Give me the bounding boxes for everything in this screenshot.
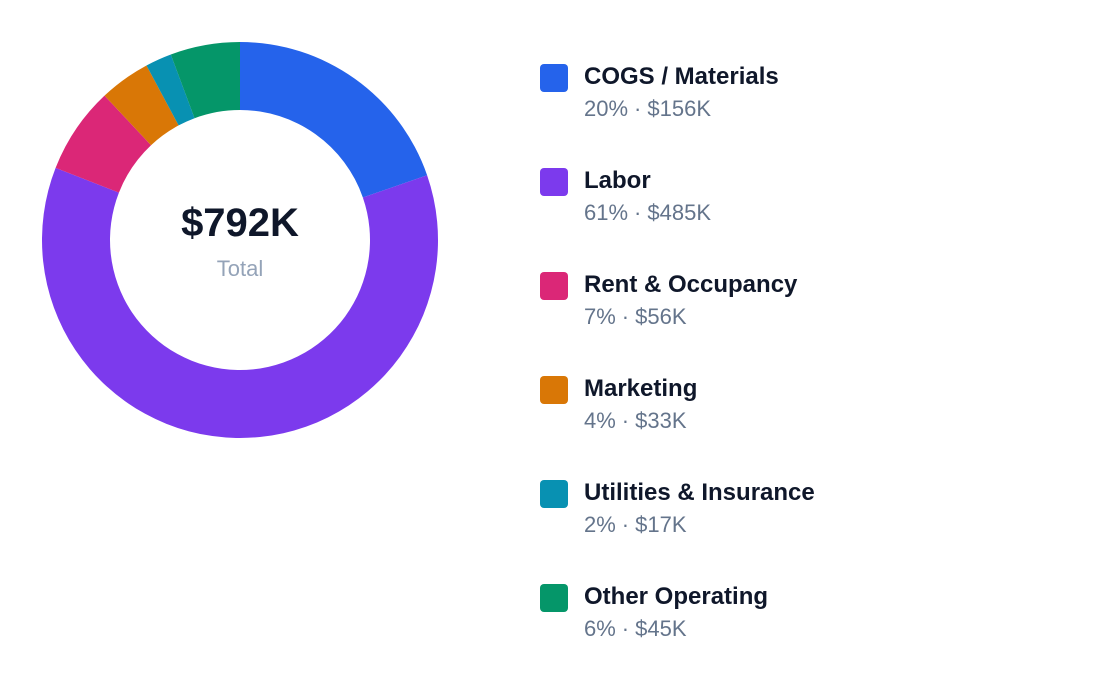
legend-label: Utilities & Insurance <box>584 479 815 506</box>
legend-swatch <box>540 584 568 612</box>
legend-detail: 20% · $156K <box>584 96 711 121</box>
legend-label: Labor <box>584 167 651 194</box>
separator: · <box>634 200 641 225</box>
separator: · <box>634 96 641 121</box>
donut-segment <box>240 42 428 198</box>
value-label: $56K <box>635 304 687 329</box>
legend-detail: 6% · $45K <box>584 616 687 641</box>
legend-swatch <box>540 272 568 300</box>
percent-label: 2% <box>584 512 616 537</box>
legend-swatch <box>540 168 568 196</box>
legend-swatch <box>540 480 568 508</box>
donut-segment <box>104 65 179 146</box>
percent-label: 7% <box>584 304 616 329</box>
donut-segment <box>170 42 240 119</box>
separator: · <box>622 304 629 329</box>
separator: · <box>622 408 629 433</box>
percent-label: 20% <box>584 96 628 121</box>
percent-label: 6% <box>584 616 616 641</box>
donut-segment <box>41 167 438 439</box>
legend-label: COGS / Materials <box>584 63 779 90</box>
value-label: $485K <box>647 200 711 225</box>
separator: · <box>622 512 629 537</box>
value-label: $45K <box>635 616 687 641</box>
value-label: $33K <box>635 408 687 433</box>
legend-detail: 61% · $485K <box>584 200 711 225</box>
legend-label: Other Operating <box>584 583 768 610</box>
center-caption: Total <box>217 256 263 281</box>
legend-detail: 2% · $17K <box>584 512 687 537</box>
percent-label: 61% <box>584 200 628 225</box>
donut-segment <box>55 95 152 193</box>
value-label: $156K <box>647 96 711 121</box>
legend-label: Rent & Occupancy <box>584 271 798 298</box>
separator: · <box>622 616 629 641</box>
legend-swatch <box>540 64 568 92</box>
legend-detail: 7% · $56K <box>584 304 687 329</box>
legend-label: Marketing <box>584 375 697 402</box>
center-total: $792K <box>181 201 299 245</box>
legend-detail: 4% · $33K <box>584 408 687 433</box>
legend-swatch <box>540 376 568 404</box>
value-label: $17K <box>635 512 687 537</box>
percent-label: 4% <box>584 408 616 433</box>
donut-segment <box>146 54 195 126</box>
